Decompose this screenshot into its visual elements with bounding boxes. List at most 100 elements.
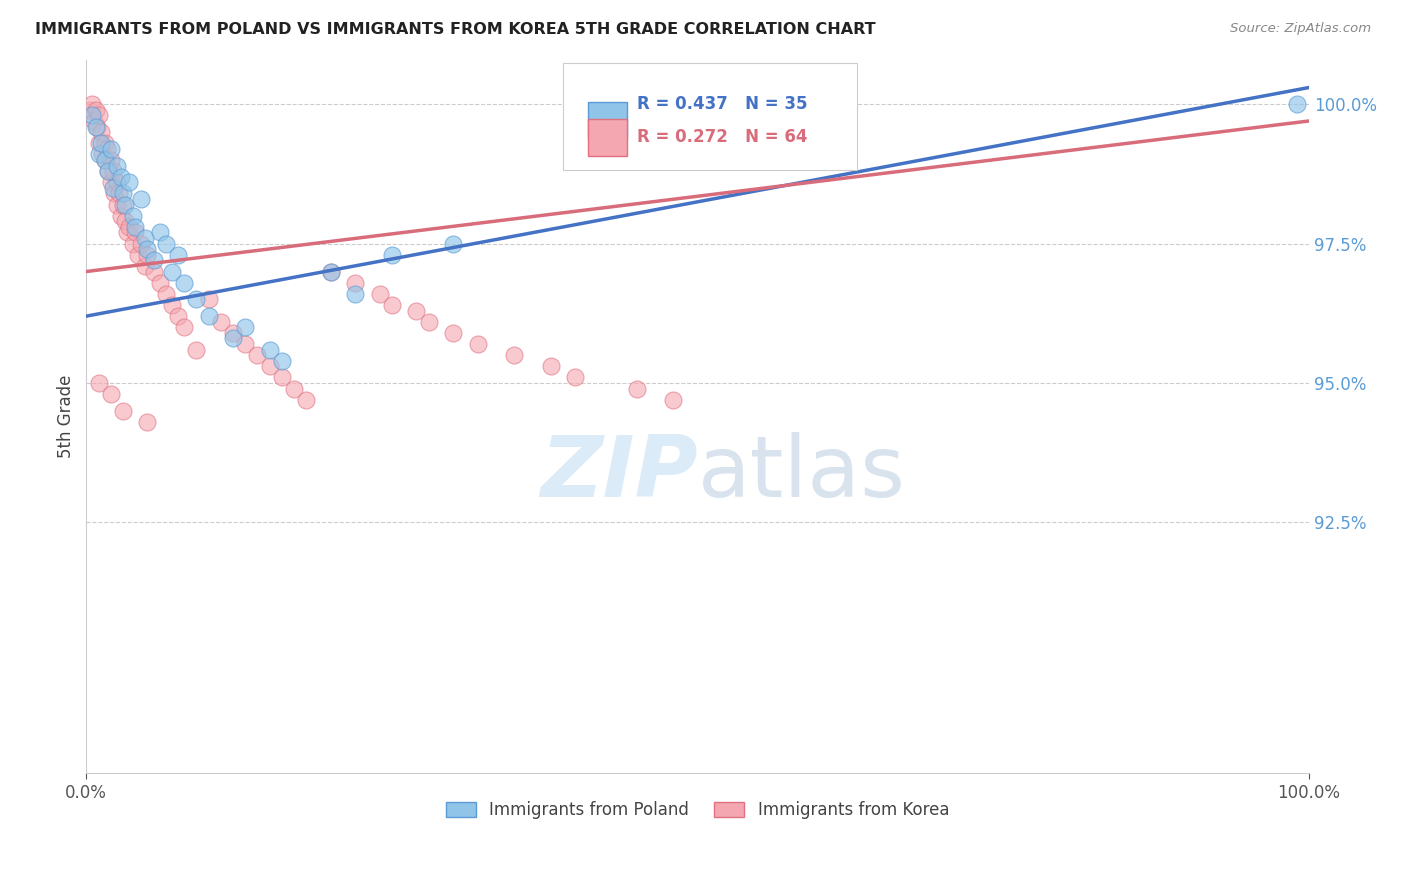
Point [222,331,245,345]
Point [111,186,134,201]
Point [197,309,219,323]
Point [118,175,141,189]
Point [90,125,112,139]
Point [155,286,177,301]
Point [87,136,110,151]
Point [136,248,159,262]
Point [418,315,440,329]
Point [167,309,190,323]
Point [82,97,104,112]
Point [540,359,562,374]
Point [283,382,305,396]
FancyBboxPatch shape [588,119,627,156]
Point [91,147,114,161]
Point [368,286,391,301]
Point [100,175,122,189]
Point [115,226,138,240]
Point [564,370,586,384]
Point [186,343,208,357]
Point [124,219,146,234]
Text: IMMIGRANTS FROM POLAND VS IMMIGRANTS FROM KOREA 5TH GRADE CORRELATION CHART: IMMIGRANTS FROM POLAND VS IMMIGRANTS FRO… [35,22,876,37]
Legend: Immigrants from Poland, Immigrants from Korea: Immigrants from Poland, Immigrants from … [440,795,956,826]
Point [103,186,125,201]
Point [149,276,172,290]
Point [271,370,294,384]
FancyBboxPatch shape [588,102,627,139]
Point [93,136,115,151]
Point [441,236,464,251]
Point [93,153,115,167]
Point [93,153,115,167]
Point [173,320,195,334]
Point [118,219,141,234]
Point [100,387,122,401]
Point [97,164,120,178]
Point [246,348,269,362]
Point [103,164,125,178]
Point [467,337,489,351]
Point [259,343,281,357]
Point [90,136,112,151]
Point [84,103,107,117]
Point [186,293,208,307]
Point [149,226,172,240]
Point [131,192,153,206]
Point [134,231,156,245]
Text: atlas: atlas [697,432,905,515]
Point [222,326,245,340]
Point [134,259,156,273]
Point [84,120,107,134]
Point [103,181,125,195]
Point [319,264,342,278]
Point [82,108,104,122]
Point [111,197,134,211]
Point [87,376,110,390]
Point [259,359,281,374]
Point [233,337,256,351]
Point [100,142,122,156]
Point [96,142,118,156]
Point [197,293,219,307]
Text: R = 0.272   N = 64: R = 0.272 N = 64 [637,128,807,146]
Point [626,382,648,396]
Point [344,276,367,290]
Point [319,264,342,278]
Point [105,159,128,173]
Point [503,348,526,362]
Point [114,214,136,228]
Point [295,392,318,407]
Point [124,226,146,240]
Point [142,264,165,278]
Point [405,303,427,318]
Point [136,415,159,429]
Point [105,175,128,189]
Point [105,197,128,211]
Point [167,248,190,262]
Point [160,298,183,312]
Point [136,242,159,256]
Point [108,186,131,201]
Point [100,153,122,167]
Point [209,315,232,329]
Point [110,209,132,223]
Point [79,103,101,117]
Y-axis label: 5th Grade: 5th Grade [58,375,75,458]
Point [1285,97,1308,112]
Point [87,147,110,161]
Text: Source: ZipAtlas.com: Source: ZipAtlas.com [1230,22,1371,36]
Point [142,253,165,268]
Point [121,236,143,251]
Point [160,264,183,278]
Point [127,248,149,262]
Point [110,169,132,184]
Point [87,108,110,122]
Point [441,326,464,340]
Text: R = 0.437   N = 35: R = 0.437 N = 35 [637,95,807,113]
Point [381,248,404,262]
Point [155,236,177,251]
Point [662,392,685,407]
Point [173,276,195,290]
FancyBboxPatch shape [564,63,856,170]
Point [381,298,404,312]
Point [111,404,134,418]
